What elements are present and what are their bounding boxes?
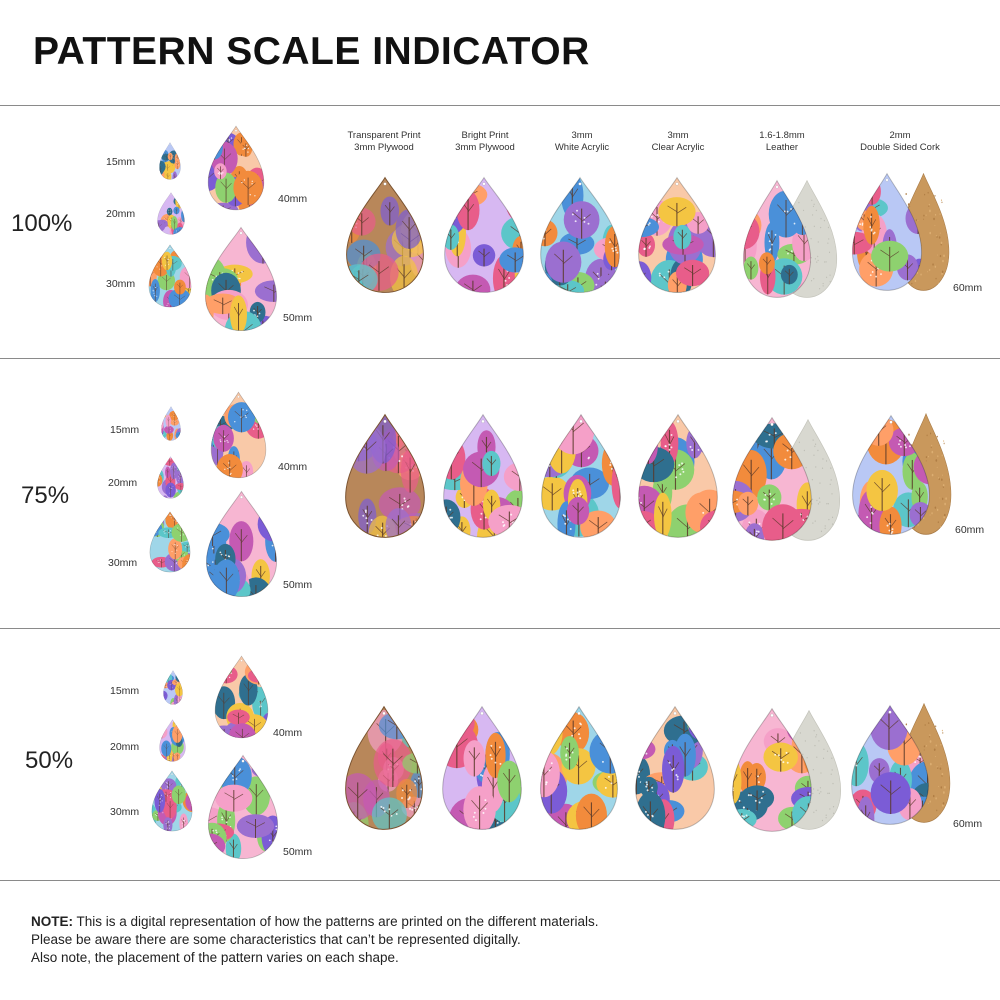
size-label-50: 50mm: [283, 312, 313, 324]
size-label-20: 20mm: [108, 477, 138, 489]
size-label-30: 30mm: [106, 278, 136, 290]
note-line-1: This is a digital representation of how …: [73, 914, 599, 929]
earring-drop-clear-acrylic: [634, 705, 716, 831]
earring-drop-cork: [851, 414, 931, 536]
size-label-50: 50mm: [283, 846, 313, 858]
size-label-15: 15mm: [106, 156, 136, 168]
divider: [0, 358, 1000, 359]
size-label-50: 50mm: [283, 579, 313, 591]
note-line-2: Please be aware there are some character…: [31, 932, 521, 947]
scale-percent: 100%: [11, 210, 73, 237]
material-label-transparent-plywood: Transparent Print 3mm Plywood: [347, 130, 421, 153]
earring-drop-cork: [851, 172, 923, 292]
size-label-60: 60mm: [955, 524, 985, 536]
earring-drop-white-acrylic: [539, 176, 621, 294]
earring-drop-15mm: [159, 142, 181, 180]
scale-percent: 50%: [25, 747, 74, 774]
earring-drop-20mm: [159, 719, 186, 762]
material-label-bright-plywood: Bright Print 3mm Plywood: [455, 130, 515, 153]
size-label-40: 40mm: [273, 727, 303, 739]
material-label-clear-acrylic: 3mm Clear Acrylic: [651, 130, 705, 153]
earring-drop-white-acrylic: [539, 705, 619, 831]
page-title: PATTERN SCALE INDICATOR: [33, 30, 590, 73]
note-label: NOTE:: [31, 914, 73, 929]
size-label-40: 40mm: [278, 461, 308, 473]
earring-drop-leather: [731, 707, 813, 833]
earring-drop-30mm: [148, 244, 192, 308]
material-label-leather: 1.6-1.8mm Leather: [759, 130, 805, 153]
divider: [0, 105, 1000, 106]
earring-drop-50mm: [204, 226, 278, 332]
earring-drop-cork: [850, 704, 930, 826]
disclaimer-note: NOTE: This is a digital representation o…: [31, 913, 599, 967]
divider: [0, 880, 1000, 881]
material-label-white-acrylic: 3mm White Acrylic: [554, 130, 610, 153]
earring-drop-15mm: [163, 670, 183, 705]
earring-drop-40mm: [207, 125, 265, 211]
size-label-20: 20mm: [110, 741, 140, 753]
size-label-20: 20mm: [106, 208, 136, 220]
earring-drop-20mm: [157, 192, 185, 235]
earring-drop-bright-plywood: [443, 176, 525, 294]
earring-drop-leather: [731, 416, 813, 542]
earring-drop-30mm: [151, 770, 193, 832]
size-label-30: 30mm: [110, 806, 140, 818]
size-label-15: 15mm: [110, 424, 140, 436]
material-label-cork: 2mm Double Sided Cork: [860, 130, 940, 153]
note-line-3: Also note, the placement of the pattern …: [31, 950, 399, 965]
earring-drop-transparent-plywood: [344, 705, 424, 831]
size-label-15: 15mm: [110, 685, 140, 697]
earring-drop-bright-plywood: [441, 705, 523, 831]
earring-drop-40mm: [214, 655, 269, 739]
size-label-40: 40mm: [278, 193, 308, 205]
earring-drop-transparent-plywood: [345, 176, 425, 294]
divider: [0, 628, 1000, 629]
earring-drop-30mm: [149, 511, 191, 573]
earring-drop-clear-acrylic: [637, 413, 719, 539]
earring-drop-20mm: [157, 456, 184, 499]
earring-drop-40mm: [210, 391, 267, 479]
size-label-30: 30mm: [108, 557, 138, 569]
size-label-60: 60mm: [953, 818, 983, 830]
earring-drop-50mm: [207, 754, 279, 860]
earring-drop-white-acrylic: [540, 413, 622, 539]
size-label-60: 60mm: [953, 282, 983, 294]
scale-percent: 75%: [21, 482, 70, 509]
earring-drop-50mm: [205, 490, 278, 598]
earring-drop-15mm: [161, 406, 181, 441]
earring-drop-transparent-plywood: [344, 413, 426, 539]
earring-drop-bright-plywood: [442, 413, 524, 539]
earring-drop-leather: [742, 179, 812, 299]
earring-drop-clear-acrylic: [637, 176, 717, 294]
